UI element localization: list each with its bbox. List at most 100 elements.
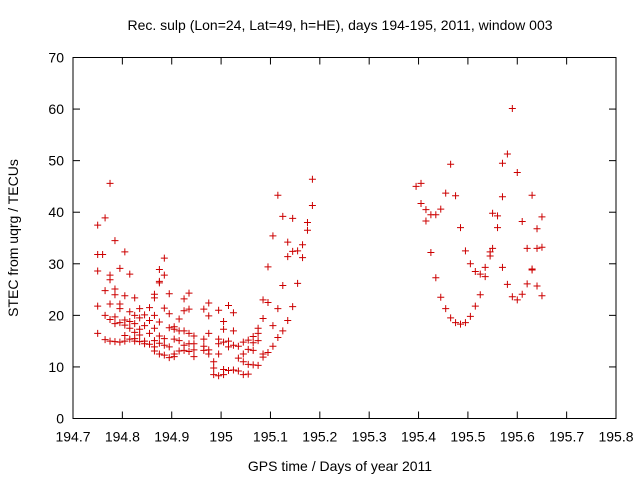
data-point — [308, 202, 316, 210]
data-point — [244, 345, 252, 353]
data-point — [508, 105, 516, 113]
data-point — [308, 175, 316, 183]
data-point — [518, 290, 526, 298]
data-point — [513, 169, 521, 177]
data-points — [94, 105, 546, 380]
data-point — [224, 343, 232, 351]
data-point — [126, 270, 134, 278]
data-point — [481, 273, 489, 281]
data-point — [229, 309, 237, 317]
data-point — [476, 291, 484, 299]
x-tick-label: 195.3 — [352, 429, 387, 445]
data-point — [427, 248, 435, 256]
data-point — [264, 348, 272, 356]
data-point — [180, 307, 188, 315]
data-point — [498, 159, 506, 167]
data-point — [141, 322, 149, 330]
data-point — [461, 247, 469, 255]
data-point — [116, 264, 124, 272]
data-point — [224, 302, 232, 310]
data-point — [294, 247, 302, 255]
data-point — [523, 280, 531, 288]
data-point — [239, 338, 247, 346]
data-point — [106, 315, 114, 323]
data-point — [220, 325, 228, 333]
data-point — [116, 319, 124, 327]
data-point — [190, 340, 198, 348]
data-point — [294, 279, 302, 287]
data-point — [126, 335, 134, 343]
data-point — [503, 150, 511, 158]
data-point — [99, 251, 107, 259]
data-point — [94, 329, 102, 337]
data-point — [533, 244, 541, 252]
data-point — [457, 320, 465, 328]
data-point — [538, 243, 546, 251]
data-point — [224, 367, 232, 375]
data-point — [94, 267, 102, 275]
data-point — [160, 304, 168, 312]
data-point — [180, 346, 188, 354]
data-point — [269, 322, 277, 330]
x-tick-label: 194.9 — [154, 429, 189, 445]
data-point — [447, 160, 455, 168]
data-point — [185, 329, 193, 337]
data-point — [121, 321, 129, 329]
data-point — [165, 354, 173, 362]
data-point — [289, 303, 297, 311]
data-point — [150, 311, 158, 319]
x-tick-label: 195 — [209, 429, 233, 445]
data-point — [249, 339, 257, 347]
data-point — [486, 252, 494, 260]
x-tick-label: 195.7 — [549, 429, 584, 445]
data-point — [141, 340, 149, 348]
data-point — [476, 270, 484, 278]
data-point — [210, 358, 218, 366]
data-point — [111, 313, 119, 321]
data-point — [437, 205, 445, 213]
data-point — [466, 312, 474, 320]
data-point — [442, 305, 450, 313]
data-point — [205, 312, 213, 320]
data-point — [284, 317, 292, 325]
x-tick-label: 194.8 — [105, 429, 140, 445]
data-point — [508, 293, 516, 301]
data-point — [205, 350, 213, 358]
data-point — [466, 260, 474, 268]
data-point — [284, 253, 292, 261]
data-point — [190, 332, 198, 340]
data-point — [160, 341, 168, 349]
data-point — [303, 219, 311, 227]
data-point — [160, 271, 168, 279]
data-point — [220, 318, 228, 326]
data-point — [447, 314, 455, 322]
data-point — [205, 329, 213, 337]
data-point — [111, 291, 119, 299]
data-point — [150, 337, 158, 345]
data-point — [259, 296, 267, 304]
data-point — [461, 319, 469, 327]
data-point — [239, 350, 247, 358]
data-point — [210, 371, 218, 379]
data-point — [269, 232, 277, 240]
data-point — [170, 335, 178, 343]
data-point — [200, 305, 208, 313]
data-point — [234, 342, 242, 350]
data-point — [264, 298, 272, 306]
data-point — [215, 350, 223, 358]
data-point — [274, 305, 282, 313]
y-tick-label: 70 — [48, 50, 64, 66]
data-point — [269, 342, 277, 350]
data-point — [442, 189, 450, 197]
data-point — [160, 254, 168, 262]
data-point — [264, 263, 272, 271]
x-tick-label: 195.8 — [598, 429, 633, 445]
data-point — [185, 289, 193, 297]
data-point — [101, 287, 109, 295]
data-point — [155, 332, 163, 340]
data-point — [150, 324, 158, 332]
data-point — [437, 293, 445, 301]
data-point — [432, 274, 440, 282]
y-tick-label: 40 — [48, 204, 64, 220]
data-point — [422, 206, 430, 214]
